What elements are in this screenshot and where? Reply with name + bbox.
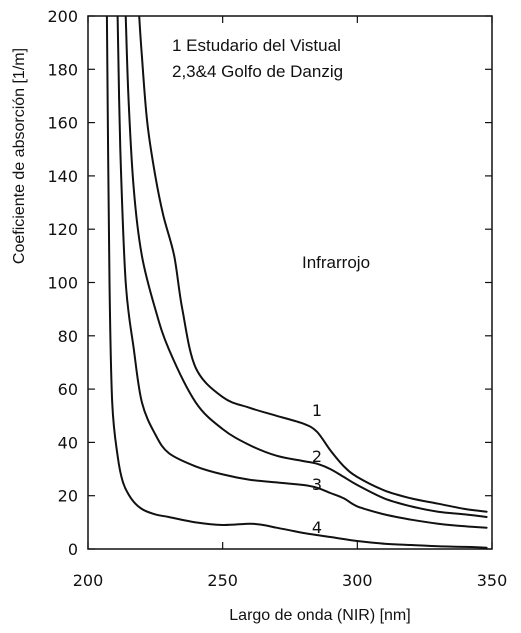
annotation-source-1: 1 Estudario del Vistual bbox=[172, 36, 341, 55]
series-label-2: 2 bbox=[312, 447, 322, 466]
x-tick-label: 200 bbox=[73, 571, 104, 590]
series-label-3: 3 bbox=[312, 475, 322, 494]
x-tick-label: 350 bbox=[477, 571, 508, 590]
y-tick-label: 180 bbox=[47, 60, 78, 79]
annotation-region: Infrarrojo bbox=[302, 253, 370, 272]
x-tick-label: 250 bbox=[207, 571, 238, 590]
y-tick-label: 20 bbox=[58, 487, 78, 506]
series-line-2 bbox=[124, 16, 488, 518]
series-line-4 bbox=[105, 16, 488, 549]
x-tick-label: 300 bbox=[342, 571, 373, 590]
series-line-3 bbox=[116, 16, 488, 529]
y-tick-label: 160 bbox=[47, 114, 78, 133]
annotation-source-2: 2,3&4 Golfo de Danzig bbox=[172, 62, 343, 81]
y-tick-label: 200 bbox=[47, 7, 78, 26]
series-label-1: 1 bbox=[312, 401, 322, 420]
y-tick-label: 60 bbox=[58, 380, 78, 399]
series-label-4: 4 bbox=[312, 518, 322, 537]
y-tick-label: 80 bbox=[58, 327, 78, 346]
y-tick-label: 100 bbox=[47, 274, 78, 293]
series-line-1 bbox=[138, 16, 488, 513]
y-tick-label: 140 bbox=[47, 167, 78, 186]
y-tick-label: 40 bbox=[58, 433, 78, 452]
axis-ticks: 0 20 40 60 80 100 120 140 160 180 200 200 250 300 350 bbox=[47, 7, 507, 590]
y-tick-label: 0 bbox=[68, 540, 78, 559]
x-axis-label: Largo de onda (NIR) [nm] bbox=[229, 607, 410, 624]
y-axis-label: Coeficiente de absorción [1/m] bbox=[11, 48, 28, 264]
series-labels: 1 2 3 4 bbox=[312, 401, 322, 537]
series-curves bbox=[105, 16, 488, 549]
y-tick-label: 120 bbox=[47, 220, 78, 239]
